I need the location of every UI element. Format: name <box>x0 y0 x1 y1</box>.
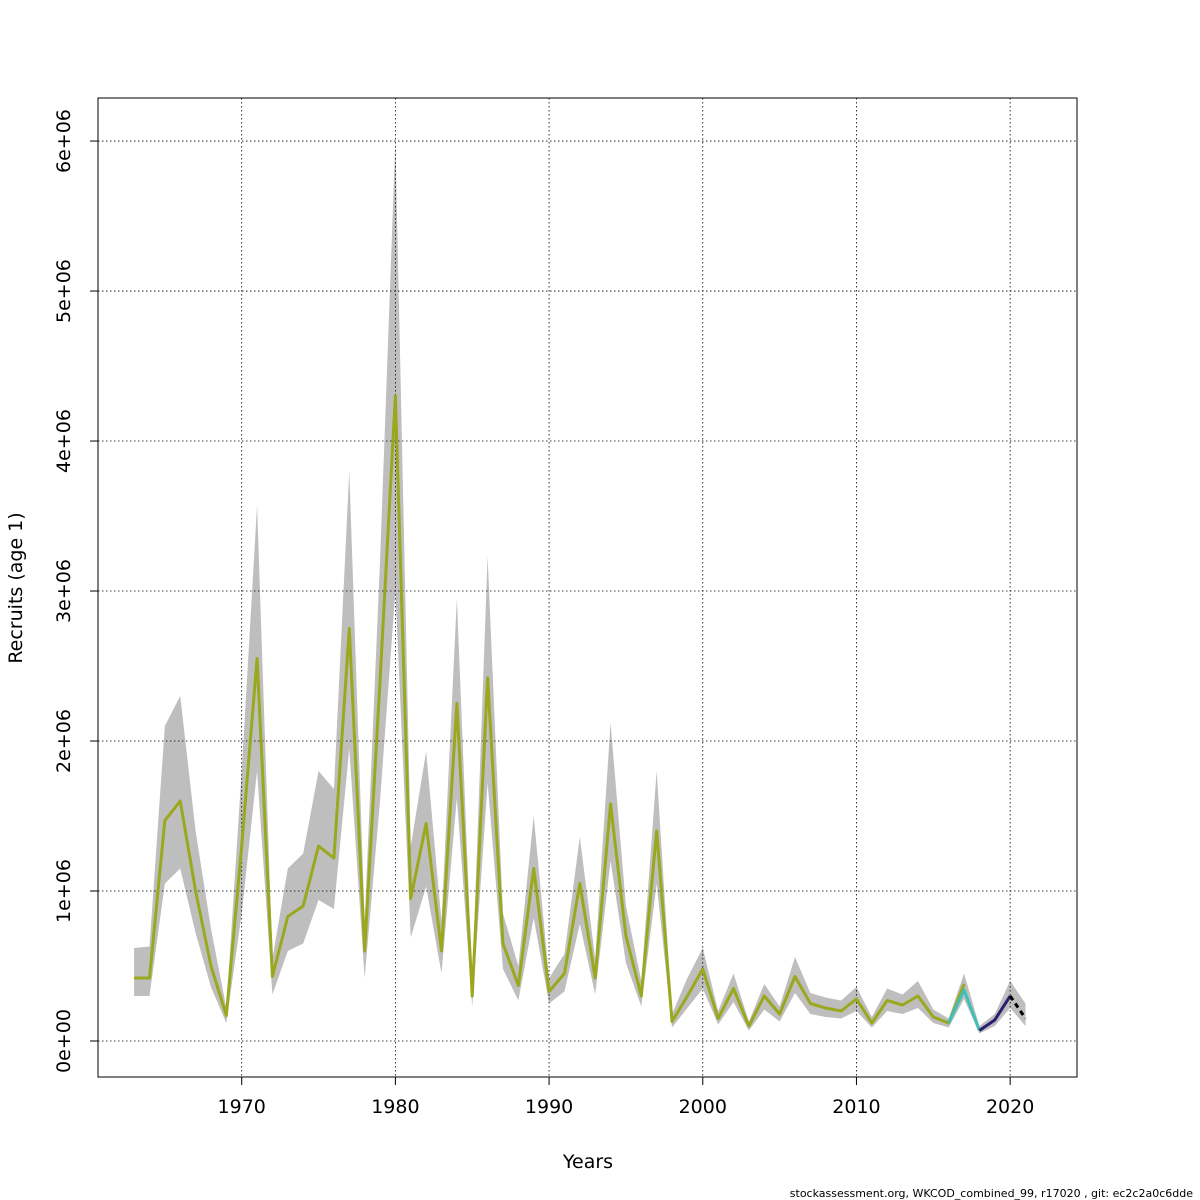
y-tick-label: 5e+06 <box>53 259 75 323</box>
x-tick-label: 2010 <box>832 1096 880 1118</box>
series-line <box>1008 995 1027 1020</box>
footnote: stockassessment.org, WKCOD_combined_99, … <box>790 1187 1193 1200</box>
y-tick-label: 2e+06 <box>53 709 75 773</box>
x-tick-label: 1970 <box>218 1096 266 1118</box>
y-tick-label: 4e+06 <box>53 409 75 473</box>
x-tick-label: 1990 <box>525 1096 573 1118</box>
plot-frame <box>97 97 1078 1078</box>
series-line <box>947 988 981 1032</box>
y-tick-label: 6e+06 <box>53 109 75 173</box>
x-tick-label: 2020 <box>986 1096 1034 1118</box>
x-axis-label: Years <box>562 1151 613 1173</box>
series-line <box>134 394 966 1028</box>
y-tick-label: 3e+06 <box>53 559 75 623</box>
y-tick-label: 1e+06 <box>53 859 75 923</box>
x-tick-label: 1980 <box>371 1096 419 1118</box>
x-tick-label: 2000 <box>679 1096 727 1118</box>
series-line <box>978 995 1012 1032</box>
y-tick-label: 0e+00 <box>53 1009 75 1073</box>
y-axis-label: Recruits (age 1) <box>5 512 27 663</box>
